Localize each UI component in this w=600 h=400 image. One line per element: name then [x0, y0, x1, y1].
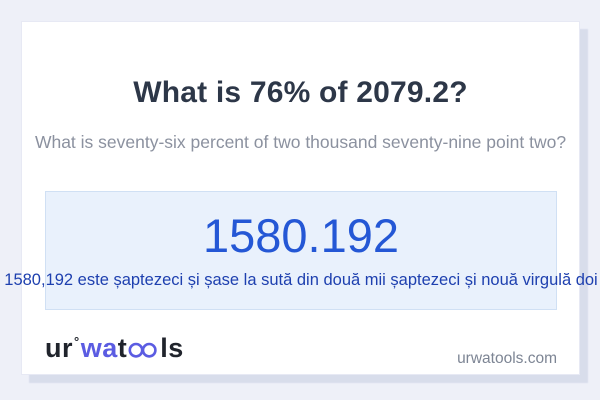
footer-logo[interactable]: ur°wat ls — [45, 333, 184, 364]
answer-box: 1580.192 1580,192 este șaptezeci și șase… — [4, 191, 598, 310]
logo-degree-mark: ° — [74, 334, 80, 349]
result-card: What is 76% of 2079.2? What is seventy-s… — [4, 21, 598, 375]
question-title: What is 76% of 2079.2? — [133, 76, 468, 109]
logo-text-wa: wa — [80, 333, 118, 363]
question-subtitle: What is seventy-six percent of two thous… — [34, 132, 567, 152]
answer-value: 1580.192 — [202, 209, 400, 262]
logo-text-ur: ur — [45, 333, 73, 363]
glasses-icon — [128, 342, 157, 358]
logo-text-t: t — [117, 333, 128, 363]
logo-text-ls: ls — [160, 333, 184, 363]
website-label: urwatools.com — [457, 350, 557, 367]
answer-sentence: 1580,192 este șaptezeci și șase la sută … — [4, 271, 598, 289]
